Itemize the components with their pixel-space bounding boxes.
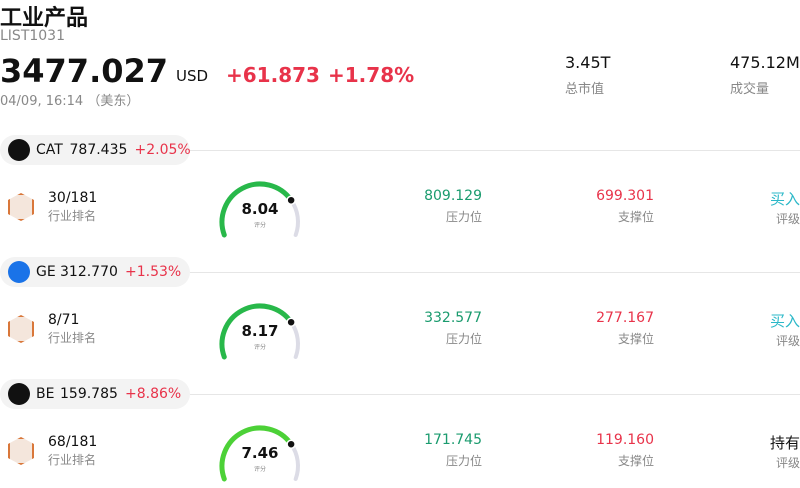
ticker: CAT [36, 142, 63, 158]
stock-pill [0, 257, 190, 287]
gauge-fill [219, 181, 294, 238]
support: 119.160 [596, 432, 654, 448]
rating-label: 评级 [775, 212, 800, 226]
rating: 买入 [769, 190, 800, 208]
rank-label: 行业排名 [48, 209, 97, 223]
score-label: 评分 [253, 344, 266, 351]
gauge-fill [219, 425, 294, 482]
stock-change: +1.53% [125, 264, 182, 280]
rank: 8/71 [48, 312, 80, 328]
resistance-label: 压力位 [445, 210, 482, 224]
stat-value: 3.45T [565, 53, 611, 72]
resistance: 332.577 [424, 310, 482, 326]
stat-label: 总市值 [565, 82, 605, 97]
resistance-label: 压力位 [445, 454, 482, 468]
gauge [219, 303, 300, 360]
rating-label: 评级 [775, 456, 800, 470]
rating: 持有 [769, 434, 800, 452]
rating-label: 评级 [775, 334, 800, 348]
stock-price: 312.770 [60, 264, 118, 280]
logo [8, 383, 30, 405]
rank-icon [8, 437, 34, 465]
stock-price: 159.785 [60, 386, 118, 402]
divider [190, 272, 800, 273]
divider [190, 394, 800, 395]
time: 04/09, 16:14 （美东） [0, 94, 140, 109]
support: 699.301 [596, 188, 654, 204]
score: 8.17 [241, 322, 279, 340]
score-label: 评分 [253, 466, 266, 473]
rank-label: 行业排名 [48, 453, 97, 467]
stock-pill [0, 379, 190, 409]
support-label: 支撑位 [617, 332, 654, 346]
resistance: 171.745 [424, 432, 482, 448]
rating: 买入 [769, 312, 800, 330]
rank-icon [8, 193, 34, 221]
rank: 68/181 [48, 434, 98, 450]
divider [190, 150, 800, 151]
logo [8, 261, 30, 283]
stock-price: 787.435 [69, 142, 128, 158]
rank-icon [8, 315, 34, 343]
support: 277.167 [596, 310, 654, 326]
score: 7.46 [241, 444, 279, 462]
price: 3477.027 [0, 52, 169, 90]
stock-change: +8.86% [125, 386, 182, 402]
support-label: 支撑位 [617, 210, 654, 224]
rank: 30/181 [48, 190, 98, 206]
support-label: 支撑位 [617, 454, 654, 468]
resistance: 809.129 [424, 188, 482, 204]
gauge-track [289, 442, 300, 481]
ticker: BE [36, 386, 55, 402]
ticker: GE [36, 264, 56, 280]
title: 工业产品 [0, 6, 89, 31]
score: 8.04 [241, 200, 279, 218]
gauge [219, 425, 300, 482]
rank-label: 行业排名 [48, 331, 97, 345]
score-label: 评分 [253, 222, 266, 229]
gauge-dot [286, 439, 296, 449]
currency: USD [176, 67, 209, 85]
gauge-track [289, 320, 300, 359]
stock-pill [0, 135, 190, 165]
stock-change: +2.05% [134, 142, 191, 158]
gauge-dot [286, 317, 296, 327]
change: +61.873 [226, 63, 320, 87]
gauge-fill [219, 303, 294, 360]
code: LIST1031 [0, 28, 65, 44]
resistance-label: 压力位 [445, 332, 482, 346]
stat-value: 475.12M [730, 53, 800, 72]
gauge-dot [286, 195, 296, 205]
change-pct: +1.78% [328, 63, 415, 87]
gauge-track [289, 198, 300, 237]
stat-label: 成交量 [730, 82, 770, 97]
gauge [219, 181, 300, 238]
logo [8, 139, 30, 161]
